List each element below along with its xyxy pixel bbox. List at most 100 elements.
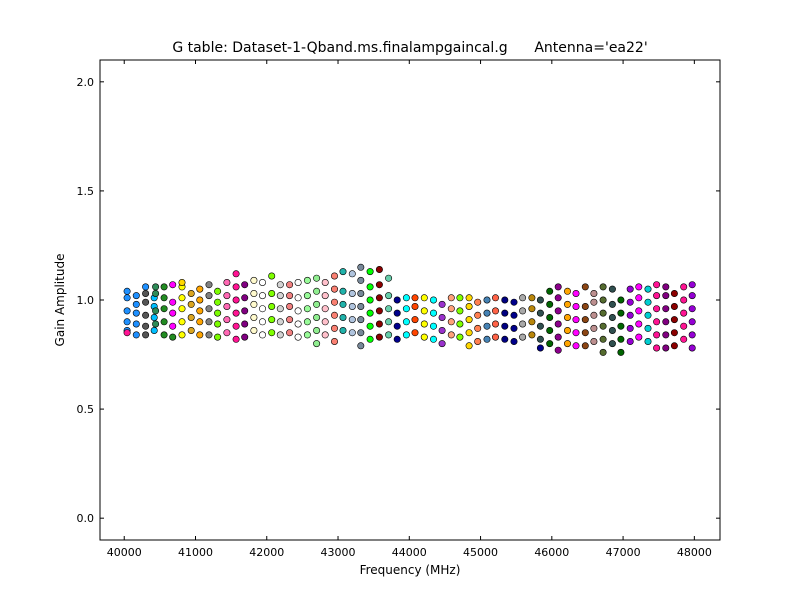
data-point (581, 342, 589, 350)
data-point (393, 335, 401, 343)
data-point (160, 305, 168, 313)
plot-area (100, 60, 720, 540)
data-point (456, 320, 464, 328)
data-point (670, 289, 678, 297)
data-point (474, 337, 482, 345)
data-point (635, 333, 643, 341)
data-point (411, 316, 419, 324)
data-point (366, 322, 374, 330)
data-point (169, 281, 177, 289)
data-point (357, 263, 365, 271)
data-point (465, 302, 473, 310)
data-point (330, 324, 338, 332)
data-point (491, 333, 499, 341)
data-point (160, 283, 168, 291)
data-point (303, 318, 311, 326)
data-point (250, 289, 258, 297)
data-point (608, 285, 616, 293)
data-point (483, 322, 491, 330)
data-point (617, 335, 625, 343)
data-point (617, 322, 625, 330)
data-point (196, 318, 204, 326)
data-point (286, 281, 294, 289)
data-point (688, 318, 696, 326)
data-point (375, 307, 383, 315)
data-point (375, 294, 383, 302)
data-point (662, 331, 670, 339)
data-point (680, 296, 688, 304)
data-point (420, 333, 428, 341)
data-point (348, 316, 356, 324)
data-point (348, 302, 356, 310)
data-point (223, 278, 231, 286)
y-tick-label: 0.0 (77, 512, 95, 525)
data-point (402, 294, 410, 302)
data-point (429, 322, 437, 330)
data-point (303, 276, 311, 284)
data-point (662, 283, 670, 291)
data-point (617, 309, 625, 317)
data-point (294, 278, 302, 286)
data-point (519, 333, 527, 341)
data-point (626, 285, 634, 293)
data-point (348, 270, 356, 278)
data-point (465, 294, 473, 302)
data-point (214, 287, 222, 295)
data-point (662, 292, 670, 300)
data-point (348, 289, 356, 297)
data-point (150, 326, 158, 334)
data-point (357, 329, 365, 337)
data-point (501, 322, 509, 330)
data-point (375, 333, 383, 341)
data-point (546, 300, 554, 308)
data-point (528, 294, 536, 302)
data-point (142, 322, 150, 330)
data-point (510, 324, 518, 332)
data-point (385, 331, 393, 339)
data-point (276, 305, 284, 313)
data-point (429, 296, 437, 304)
data-point (294, 320, 302, 328)
x-axis-label: Frequency (MHz) (360, 563, 461, 577)
data-point (268, 302, 276, 310)
data-point (599, 348, 607, 356)
data-point (581, 302, 589, 310)
data-point (483, 335, 491, 343)
data-point (536, 322, 544, 330)
data-point (268, 289, 276, 297)
y-tick-label: 0.5 (77, 403, 95, 416)
data-point (635, 283, 643, 291)
data-point (152, 320, 160, 328)
data-point (313, 313, 321, 321)
data-point (241, 320, 249, 328)
data-point (420, 320, 428, 328)
data-point (178, 278, 186, 286)
data-point (447, 294, 455, 302)
data-point (554, 320, 562, 328)
data-point (501, 309, 509, 317)
data-point (546, 326, 554, 334)
data-point (528, 331, 536, 339)
data-point (519, 320, 527, 328)
data-point (385, 305, 393, 313)
data-point (160, 318, 168, 326)
data-point (357, 289, 365, 297)
data-point (546, 287, 554, 295)
data-point (178, 331, 186, 339)
data-point (572, 342, 580, 350)
data-point (330, 285, 338, 293)
data-point (132, 320, 140, 328)
data-point (142, 289, 150, 297)
data-point (653, 292, 661, 300)
data-point (366, 296, 374, 304)
data-point (276, 318, 284, 326)
data-point (599, 322, 607, 330)
data-point (366, 283, 374, 291)
data-point (626, 337, 634, 345)
data-point (429, 335, 437, 343)
data-point (276, 292, 284, 300)
data-point (276, 331, 284, 339)
data-point (644, 285, 652, 293)
y-tick-label: 1.5 (77, 185, 95, 198)
data-point (366, 268, 374, 276)
